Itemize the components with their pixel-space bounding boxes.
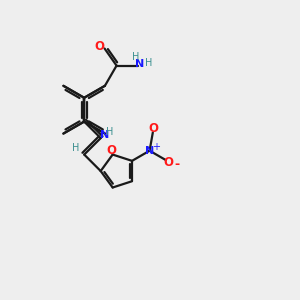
Text: N: N (145, 146, 154, 156)
Text: O: O (148, 122, 158, 135)
Text: H: H (145, 58, 152, 68)
Text: N: N (135, 59, 144, 69)
Text: H: H (72, 143, 79, 153)
Text: O: O (94, 40, 104, 52)
Text: O: O (106, 144, 116, 157)
Text: N: N (100, 130, 110, 140)
Text: O: O (164, 156, 174, 169)
Text: H: H (106, 127, 113, 136)
Text: H: H (132, 52, 140, 62)
Text: -: - (174, 158, 180, 171)
Text: +: + (152, 142, 160, 152)
